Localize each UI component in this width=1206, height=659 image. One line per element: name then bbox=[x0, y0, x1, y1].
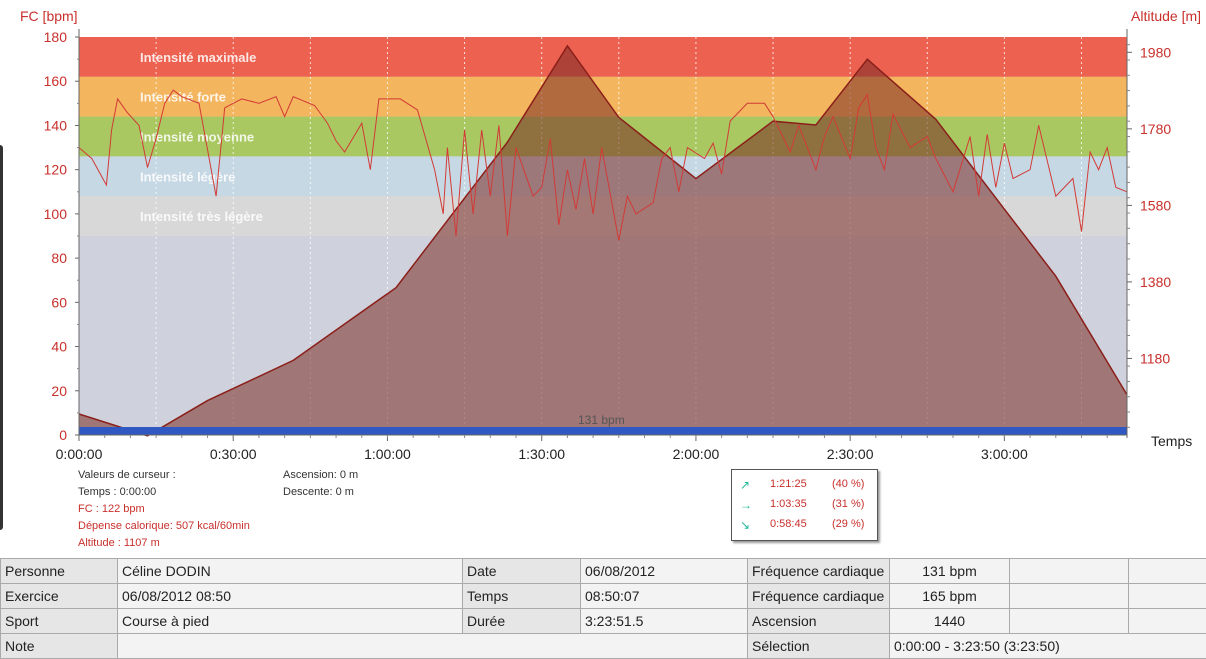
x-tick-label: 2:00:00 bbox=[673, 446, 720, 460]
ascent-value: 1440 bbox=[889, 608, 1010, 634]
table-row: Sport Course à pied Durée 3:23:51.5 Asce… bbox=[0, 608, 1206, 634]
y-left-tick-label: 140 bbox=[44, 117, 68, 133]
cursor-altitude: Altitude : 1107 m bbox=[78, 537, 160, 549]
empty-cell bbox=[1128, 558, 1206, 584]
slope-up-time: 1:21:25 bbox=[770, 478, 807, 490]
slope-summary-box: ↗ 1:21:25 (40 %) → 1:03:35 (31 %) ↘ 0:58… bbox=[731, 469, 878, 541]
empty-cell bbox=[1009, 583, 1129, 609]
empty-cell bbox=[1009, 558, 1129, 584]
cursor-hr: FC : 122 bpm bbox=[78, 503, 145, 515]
zone-label-2: Intensité moyenne bbox=[140, 130, 254, 145]
person-value[interactable]: Céline DODIN bbox=[117, 558, 463, 584]
y-left-tick-label: 100 bbox=[44, 206, 68, 222]
person-label: Personne bbox=[0, 558, 118, 584]
avg-hr-value: 131 bpm bbox=[889, 558, 1010, 584]
cursor-values-title: Valeurs de curseur : bbox=[78, 469, 176, 481]
slope-row-up: ↗ 1:21:25 (40 %) bbox=[732, 478, 877, 498]
max-hr-label: Fréquence cardiaque bbox=[747, 583, 890, 609]
empty-cell bbox=[1128, 608, 1206, 634]
y-left-tick-label: 60 bbox=[51, 294, 67, 310]
ascent-label: Ascension bbox=[747, 608, 890, 634]
y-right-tick-label: 1180 bbox=[1140, 350, 1170, 366]
x-tick-label: 1:00:00 bbox=[364, 446, 411, 460]
time-label: Temps bbox=[462, 583, 581, 609]
arrow-up-right-icon: ↗ bbox=[740, 478, 751, 492]
x-tick-label: 0:30:00 bbox=[210, 446, 257, 460]
selection-value: 0:00:00 - 3:23:50 (3:23:50) bbox=[889, 633, 1206, 659]
arrow-right-icon: → bbox=[740, 498, 752, 512]
y-right-tick-label: 1780 bbox=[1140, 121, 1171, 137]
zone-label-0: Intensité maximale bbox=[140, 50, 256, 65]
zone-band-0 bbox=[79, 37, 1127, 77]
exercise-label: Exercice bbox=[0, 583, 118, 609]
cursor-ascent: Ascension: 0 m bbox=[283, 469, 359, 481]
zone-label-3: Intensité légère bbox=[140, 169, 235, 184]
y-left-tick-label: 160 bbox=[44, 73, 68, 89]
y-left-tick-label: 80 bbox=[51, 250, 67, 266]
y-right-axis-title: Altitude [m] bbox=[1131, 8, 1201, 24]
y-left-tick-label: 0 bbox=[59, 427, 67, 443]
y-left-axis-title: FC [bpm] bbox=[20, 8, 78, 24]
cursor-descent: Descente: 0 m bbox=[283, 486, 354, 498]
x-tick-label: 3:00:00 bbox=[981, 446, 1028, 460]
max-hr-value: 165 bpm bbox=[889, 583, 1010, 609]
exercise-info-table: Personne Céline DODIN Date 06/08/2012 Fr… bbox=[0, 558, 1206, 659]
y-left-tick-label: 180 bbox=[44, 29, 68, 45]
sport-label: Sport bbox=[0, 608, 118, 634]
cursor-values-panel: Valeurs de curseur : Temps : 0:00:00 FC … bbox=[78, 467, 250, 552]
cursor-calories: Dépense calorique: 507 kcal/60min bbox=[78, 520, 250, 532]
sport-value[interactable]: Course à pied bbox=[117, 608, 463, 634]
y-right-tick-label: 1380 bbox=[1140, 274, 1171, 290]
ascent-descent-panel: Ascension: 0 m Descente: 0 m bbox=[283, 467, 358, 501]
x-tick-label: 2:30:00 bbox=[827, 446, 874, 460]
cursor-time: Temps : 0:00:00 bbox=[78, 486, 157, 498]
note-value[interactable] bbox=[117, 633, 748, 659]
time-value[interactable]: 08:50:07 bbox=[580, 583, 748, 609]
empty-cell bbox=[1128, 583, 1206, 609]
table-row: Note Sélection 0:00:00 - 3:23:50 (3:23:5… bbox=[0, 633, 1206, 659]
slope-row-down: ↘ 0:58:45 (29 %) bbox=[732, 518, 877, 538]
x-tick-label: 0:00:00 bbox=[56, 446, 103, 460]
y-left-tick-label: 120 bbox=[44, 162, 68, 178]
duration-label: Durée bbox=[462, 608, 581, 634]
hr-line bbox=[78, 89, 1128, 241]
y-left-tick-label: 20 bbox=[51, 383, 67, 399]
table-row: Personne Céline DODIN Date 06/08/2012 Fr… bbox=[0, 558, 1206, 584]
slope-row-flat: → 1:03:35 (31 %) bbox=[732, 498, 877, 518]
slope-up-percent: (40 %) bbox=[832, 478, 865, 490]
empty-cell bbox=[1009, 608, 1129, 634]
arrow-down-right-icon: ↘ bbox=[740, 518, 751, 532]
altitude-line bbox=[78, 44, 1128, 437]
date-value[interactable]: 06/08/2012 bbox=[580, 558, 748, 584]
slope-flat-percent: (31 %) bbox=[832, 498, 865, 510]
baseline-bar bbox=[79, 427, 1127, 435]
slope-flat-time: 1:03:35 bbox=[770, 498, 807, 510]
average-hr-label: 131 bpm bbox=[578, 413, 625, 427]
slope-down-percent: (29 %) bbox=[832, 518, 865, 530]
y-right-tick-label: 1980 bbox=[1140, 44, 1171, 60]
date-label: Date bbox=[462, 558, 581, 584]
y-left-tick-label: 40 bbox=[51, 339, 67, 355]
zone-label-4: Intensité très légère bbox=[140, 209, 263, 224]
avg-hr-label: Fréquence cardiaque bbox=[747, 558, 890, 584]
note-label: Note bbox=[0, 633, 118, 659]
exercise-value[interactable]: 06/08/2012 08:50 bbox=[117, 583, 463, 609]
side-panel-handle[interactable] bbox=[0, 145, 3, 530]
table-row: Exercice 06/08/2012 08:50 Temps 08:50:07… bbox=[0, 583, 1206, 609]
slope-down-time: 0:58:45 bbox=[770, 518, 807, 530]
duration-value[interactable]: 3:23:51.5 bbox=[580, 608, 748, 634]
x-axis-title: Temps bbox=[1151, 433, 1192, 449]
x-tick-label: 1:30:00 bbox=[518, 446, 565, 460]
selection-label: Sélection bbox=[747, 633, 890, 659]
y-right-tick-label: 1580 bbox=[1140, 197, 1171, 213]
altitude-area bbox=[79, 45, 1127, 436]
